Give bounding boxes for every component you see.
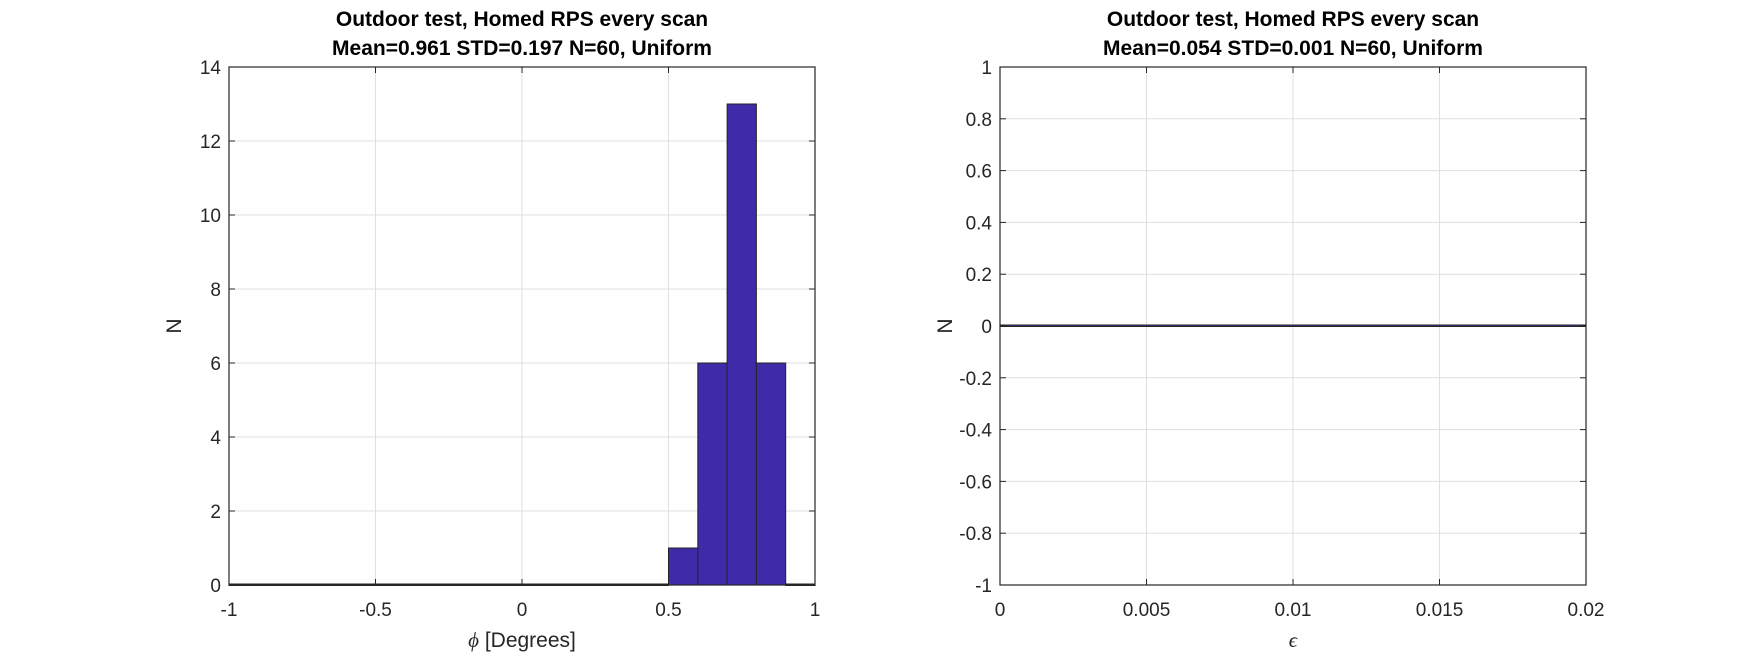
- left-y-tick-label: 0: [210, 576, 221, 597]
- right-y-tick-label: 1: [981, 58, 992, 79]
- left-histogram-bar: [668, 547, 699, 586]
- left-x-tick-label: 0.5: [655, 600, 681, 621]
- left-x-axis-text: [Degrees]: [479, 629, 576, 652]
- right-x-axis-symbol: ϵ: [1289, 628, 1299, 652]
- right-x-tick-label: 0.02: [1568, 600, 1605, 621]
- left-x-tick-label: 0: [517, 600, 528, 621]
- right-chart-subtitle: Mean=0.054 STD=0.001 N=60, Uniform: [1103, 37, 1483, 60]
- left-y-tick-label: 2: [210, 502, 221, 523]
- left-x-axis-symbol: ϕ: [468, 628, 479, 652]
- left-x-tick-label: -0.5: [359, 600, 392, 621]
- left-y-tick-label: 6: [210, 354, 221, 375]
- right-y-tick-label: 0.8: [966, 110, 992, 131]
- right-y-tick-label: -0.4: [959, 421, 992, 442]
- left-x-tick-label: 1: [810, 600, 821, 621]
- left-chart-subtitle: Mean=0.961 STD=0.197 N=60, Uniform: [332, 37, 712, 60]
- left-chart-title: Outdoor test, Homed RPS every scan: [336, 8, 708, 31]
- left-histogram-bar: [697, 362, 728, 586]
- right-y-tick-label: 0.6: [966, 162, 992, 183]
- left-y-tick-label: 12: [200, 132, 221, 153]
- left-y-tick-label: 8: [210, 280, 221, 301]
- right-x-tick-label: 0.005: [1123, 600, 1171, 621]
- right-y-tick-label: -0.6: [959, 472, 992, 493]
- left-y-tick-label: 14: [200, 58, 222, 79]
- right-chart-title: Outdoor test, Homed RPS every scan: [1107, 8, 1479, 31]
- right-y-tick-label: 0.2: [966, 265, 992, 286]
- right-y-tick-label: -0.8: [959, 524, 992, 545]
- left-x-axis-label: ϕ [Degrees]: [468, 628, 576, 652]
- left-y-tick-label: 10: [200, 206, 221, 227]
- right-x-axis-label: ϵ: [1289, 628, 1299, 652]
- left-x-tick-label: -1: [221, 600, 238, 621]
- right-histogram-bar: [999, 324, 1587, 327]
- left-histogram-panel: Outdoor test, Homed RPS every scan Mean=…: [163, 8, 820, 652]
- right-y-tick-label: 0.4: [966, 213, 993, 234]
- left-histogram-bar: [726, 103, 757, 586]
- right-histogram-panel: Outdoor test, Homed RPS every scan Mean=…: [934, 8, 1604, 652]
- right-x-tick-label: 0.015: [1416, 600, 1464, 621]
- right-y-axis-label: N: [934, 318, 957, 333]
- left-y-axis-label: N: [163, 318, 186, 333]
- left-y-tick-label: 4: [210, 428, 221, 449]
- right-x-tick-label: 0.01: [1275, 600, 1312, 621]
- right-y-tick-label: -0.2: [959, 369, 992, 390]
- right-x-tick-label: 0: [995, 600, 1006, 621]
- right-y-tick-label: -1: [975, 576, 992, 597]
- left-histogram-bar: [755, 362, 787, 586]
- right-y-tick-label: 0: [981, 317, 992, 338]
